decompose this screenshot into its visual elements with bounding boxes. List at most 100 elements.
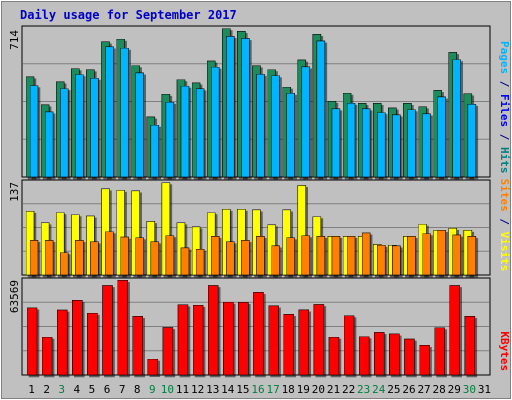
bar-kbytes-day-18: [283, 314, 294, 376]
bar-kbytes-day-20: [313, 304, 325, 376]
bar-sites-day-5: [90, 241, 99, 276]
bar-sites-day-10: [165, 235, 175, 276]
day-label-15: 15: [236, 383, 249, 396]
x-axis-day-labels: 1 2 3 4 5 6 7 8 9 10 11 12 13 14 15 16 17 18 19 20 21 22 23 24 2…: [28, 383, 491, 396]
bar-sites-day-28: [437, 229, 446, 276]
day-label-3: 3: [58, 383, 65, 396]
panel-hits-legend: Pages / Files / Hits: [498, 41, 511, 174]
bar-sites-day-24: [376, 244, 386, 276]
bar-kbytes-day-13: [207, 285, 219, 376]
day-label-21: 21: [327, 383, 340, 396]
day-label-11: 11: [176, 383, 189, 396]
legend-item: /: [498, 74, 511, 94]
bar-kbytes-day-23: [358, 336, 370, 376]
day-label-30: 30: [463, 383, 476, 396]
chart-title: Daily usage for September 2017: [20, 8, 237, 22]
bar-files-day-28: [437, 96, 446, 178]
bar-files-day-6: [105, 46, 114, 178]
panel-kbytes: 63569 KBytes: [8, 277, 511, 376]
bar-sites-day-23: [361, 232, 371, 276]
bar-kbytes-day-30: [464, 315, 476, 376]
bar-files-day-14: [225, 36, 235, 178]
bar-kbytes-day-21: [328, 336, 340, 376]
bar-kbytes-day-10: [162, 327, 174, 376]
legend-item: /: [498, 212, 511, 232]
bar-sites-day-2: [44, 240, 54, 276]
bar-files-day-7: [120, 47, 129, 178]
bar-sites-day-12: [195, 248, 205, 276]
bar-files-day-23: [361, 108, 371, 178]
bar-kbytes-day-14: [222, 301, 234, 376]
day-label-9: 9: [149, 383, 156, 396]
day-label-27: 27: [417, 383, 430, 396]
day-label-29: 29: [448, 383, 461, 396]
day-label-12: 12: [191, 383, 204, 396]
bar-sites-day-14: [225, 241, 235, 276]
bar-sites-day-19: [301, 235, 311, 276]
day-label-14: 14: [221, 383, 235, 396]
bar-kbytes-day-17: [268, 305, 279, 376]
panel-kbytes-max-label: 63569: [8, 280, 21, 313]
bar-files-day-22: [346, 102, 356, 178]
bar-files-day-30: [467, 103, 477, 178]
chart-panels: 714 Pages / Files / Hits 137 Sites / Visits…: [8, 25, 511, 376]
bar-files-day-19: [301, 66, 311, 178]
bar-files-day-8: [135, 72, 144, 178]
day-label-16: 16: [251, 383, 264, 396]
bar-sites-day-15: [241, 240, 250, 276]
day-label-23: 23: [357, 383, 370, 396]
bar-sites-day-20: [316, 236, 326, 276]
bar-files-day-29: [452, 59, 462, 178]
bar-kbytes-day-28: [434, 327, 445, 376]
bar-sites-day-21: [331, 236, 341, 276]
bar-kbytes-day-8: [132, 315, 143, 376]
bar-files-day-27: [422, 113, 431, 178]
bar-kbytes-day-3: [56, 309, 68, 376]
bar-sites-day-6: [105, 231, 114, 276]
day-label-20: 20: [312, 383, 325, 396]
bar-files-day-26: [407, 109, 416, 178]
bar-kbytes-day-12: [192, 304, 204, 376]
legend-item: /: [498, 127, 511, 147]
bar-sites-day-13: [210, 236, 220, 276]
bar-kbytes-day-9: [147, 358, 159, 376]
bar-files-day-16: [256, 73, 265, 178]
bar-files-day-18: [286, 92, 295, 178]
day-label-19: 19: [297, 383, 310, 396]
bar-files-day-17: [271, 75, 280, 178]
day-label-5: 5: [89, 383, 96, 396]
bar-sites-day-25: [392, 245, 401, 276]
day-label-8: 8: [134, 383, 141, 396]
bar-kbytes-day-24: [373, 332, 385, 376]
bar-files-day-21: [331, 108, 341, 178]
panel-hits: 714 Pages / Files / Hits: [8, 25, 511, 178]
bar-kbytes-day-19: [298, 309, 310, 376]
bar-files-day-3: [59, 88, 69, 178]
day-label-24: 24: [372, 383, 386, 396]
bar-kbytes-day-5: [87, 312, 98, 376]
legend-item: KBytes: [498, 331, 511, 371]
bar-sites-day-3: [59, 252, 69, 276]
day-label-17: 17: [266, 383, 279, 396]
bar-sites-day-29: [452, 234, 462, 276]
bar-kbytes-day-15: [238, 301, 249, 376]
bar-kbytes-day-16: [253, 292, 264, 376]
bar-sites-day-26: [407, 236, 416, 276]
bar-kbytes-day-25: [389, 333, 400, 376]
panel-kbytes-legend: KBytes: [498, 331, 511, 371]
bar-sites-day-1: [29, 240, 39, 276]
bar-sites-day-11: [180, 247, 190, 276]
bar-sites-day-17: [271, 245, 280, 276]
day-label-2: 2: [43, 383, 50, 396]
bar-files-day-20: [316, 40, 326, 178]
bar-files-day-5: [90, 77, 99, 178]
bar-kbytes-day-4: [71, 299, 83, 376]
day-label-1: 1: [28, 383, 35, 396]
bar-files-day-25: [392, 114, 401, 178]
bar-files-day-4: [74, 74, 84, 178]
bar-kbytes-day-26: [404, 338, 415, 376]
panel-visits-max-label: 137: [8, 182, 21, 202]
bar-sites-day-22: [346, 236, 356, 276]
